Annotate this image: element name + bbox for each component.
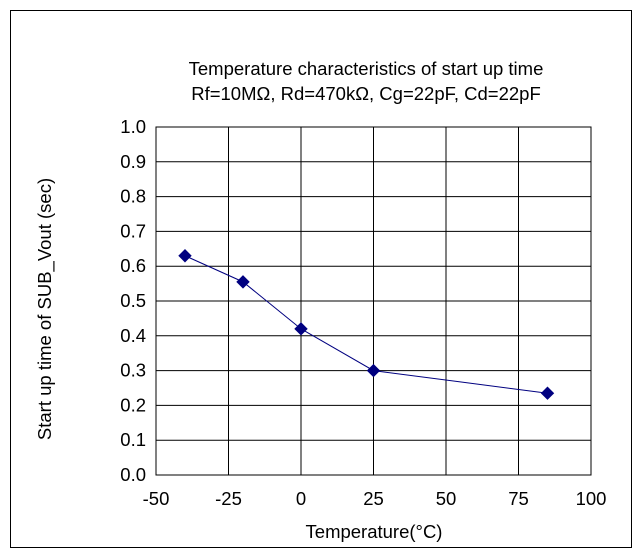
series-line (184, 255, 548, 394)
plot-area (155, 126, 592, 476)
y-tick-label: 0.1 (120, 429, 146, 450)
chart-subtitle: Rf=10MΩ, Rd=470kΩ, Cg=22pF, Cd=22pF (191, 83, 541, 104)
x-tick-label: 100 (576, 488, 607, 509)
x-tick-label: 25 (363, 488, 384, 509)
chart-frame: Temperature characteristics of start up … (10, 10, 632, 548)
y-tick-label: 0.8 (120, 186, 146, 207)
x-axis-label: Temperature(°C) (306, 521, 443, 542)
y-tick-label: 0.2 (120, 394, 146, 415)
data-point-marker (236, 275, 250, 289)
data-point-marker (540, 386, 555, 400)
y-tick-label: 0.7 (120, 220, 146, 241)
y-tick-label: 1.0 (120, 116, 146, 137)
tick-labels: 0.0 0.1 0.2 0.3 0.4 0.5 0.6 0.7 0.8 0.9 1.0 -50 -25 0… (120, 116, 606, 509)
y-tick-label: 0.5 (120, 290, 146, 311)
chart: Temperature characteristics of start up … (34, 58, 606, 542)
y-tick-label: 0.3 (120, 360, 146, 381)
x-tick-label: -25 (215, 488, 242, 509)
data-point-marker (178, 249, 192, 263)
x-tick-label: 75 (508, 488, 529, 509)
chart-title: Temperature characteristics of start up … (189, 58, 544, 79)
x-tick-label: 50 (436, 488, 457, 509)
y-tick-label: 0.9 (120, 151, 146, 172)
x-tick-label: -50 (143, 488, 170, 509)
grid (155, 126, 592, 476)
series (178, 249, 555, 400)
data-point-marker (294, 322, 308, 336)
y-tick-label: 0.0 (120, 464, 146, 485)
y-tick-label: 0.6 (120, 255, 146, 276)
data-point-marker (366, 363, 381, 378)
y-axis-label: Start up time of SUB_Vout (sec) (34, 178, 56, 440)
x-tick-label: 0 (296, 488, 306, 509)
y-tick-label: 0.4 (120, 325, 146, 346)
